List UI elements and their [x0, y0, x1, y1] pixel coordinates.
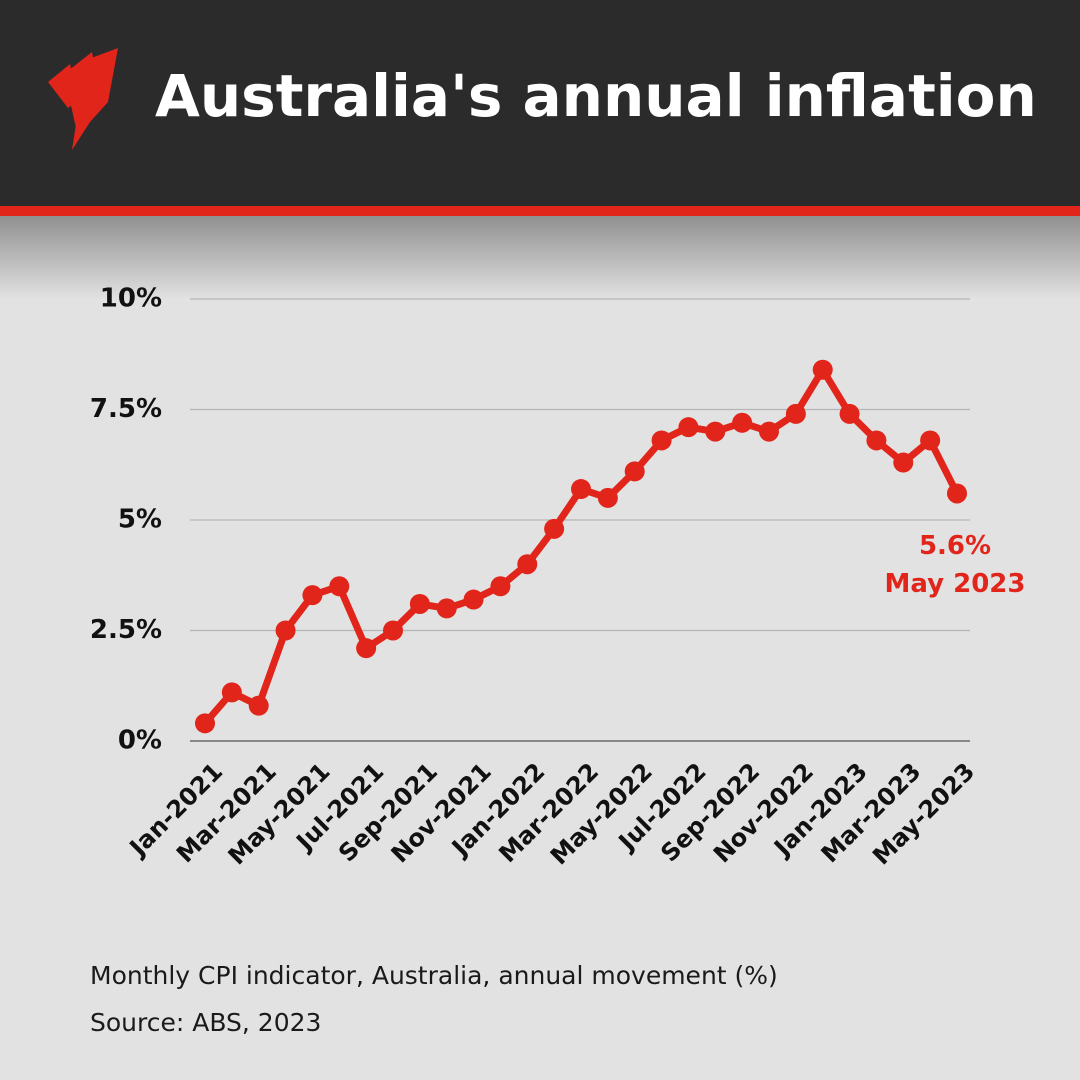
- point: [759, 421, 779, 442]
- point: [947, 483, 967, 504]
- header-shadow: [0, 215, 1080, 300]
- y-tick-label: 7.5%: [90, 394, 162, 424]
- point: [383, 620, 403, 641]
- point: [409, 593, 430, 614]
- value-label: 5.6%: [919, 531, 991, 561]
- point: [920, 430, 941, 451]
- point: [571, 479, 591, 500]
- point: [490, 576, 511, 597]
- point: [624, 461, 645, 482]
- header: [0, 0, 1080, 206]
- y-tick-label: 0%: [118, 726, 162, 756]
- point: [517, 554, 538, 575]
- y-tick-label: 2.5%: [90, 615, 162, 645]
- chart-title: Australia's annual inflation: [155, 62, 1037, 130]
- point: [221, 682, 242, 703]
- point: [544, 518, 565, 539]
- point: [597, 487, 618, 508]
- point: [651, 430, 672, 451]
- point: [893, 452, 914, 473]
- y-tick-label: 10%: [100, 284, 162, 314]
- header-stripe: [0, 206, 1080, 216]
- point: [812, 359, 833, 380]
- point: [705, 421, 726, 442]
- point: [275, 620, 296, 641]
- point: [436, 598, 457, 619]
- point: [839, 403, 860, 424]
- note: Monthly CPI indicator, Australia, annual…: [90, 961, 778, 990]
- point: [356, 638, 377, 659]
- source: Source: ABS, 2023: [90, 1008, 321, 1037]
- point: [732, 412, 753, 433]
- point: [248, 695, 269, 716]
- point: [463, 589, 484, 610]
- point: [678, 417, 699, 438]
- point: [785, 403, 806, 424]
- point: [329, 576, 350, 597]
- point: [302, 585, 323, 606]
- point: [195, 713, 215, 734]
- y-tick-label: 5%: [118, 505, 162, 535]
- annotation: May 2023: [885, 569, 1026, 599]
- logo: [48, 48, 118, 150]
- point: [866, 430, 887, 451]
